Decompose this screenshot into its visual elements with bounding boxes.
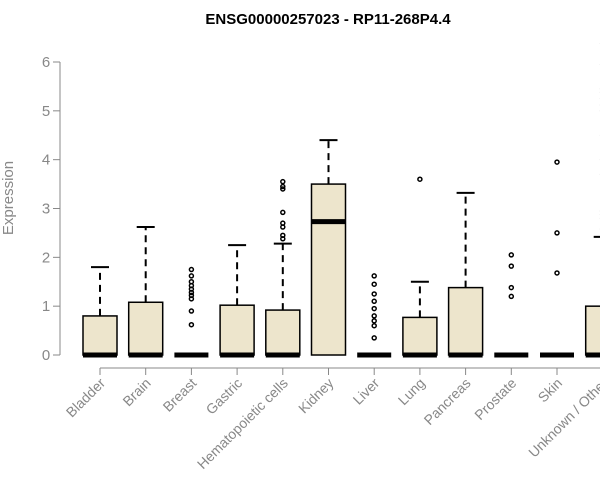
outlier-point [371,291,377,297]
box-skin [540,159,574,358]
outlier-point [554,230,560,236]
outlier-point [371,322,377,329]
outlier-point [188,273,195,279]
outlier-point [417,176,423,182]
y-tick-label: 3 [42,201,50,218]
outlier-point [280,220,286,226]
outlier-point [188,279,195,285]
box-gastric [219,244,255,358]
outlier-point [280,186,286,192]
outlier-point [280,178,286,185]
chart-title: ENSG00000257023 - RP11-268P4.4 [205,11,451,28]
x-tick-label: Liver [350,375,383,408]
outlier-point [280,232,286,239]
box [310,183,347,356]
outlier-point [554,159,560,165]
box [447,286,484,356]
boxes [82,42,600,358]
y-tick-label: 4 [42,152,50,169]
outlier-point [508,293,515,300]
box-unknown-other [584,42,600,358]
y-tick-label: 0 [42,347,50,364]
outlier-point [371,313,377,319]
box-prostate [494,252,529,358]
x-tick-label: Lung [395,375,428,408]
y-tick-label: 5 [42,103,50,120]
outlier-point [508,263,515,269]
y-tick-label: 6 [42,54,50,71]
outlier-point [188,321,195,328]
outlier-point [188,308,195,314]
box-breast [174,266,209,358]
box-bladder [82,266,118,358]
x-tick-label: Bladder [63,375,109,421]
outlier-point [371,273,377,279]
x-tick-label: Brain [119,375,153,409]
box-brain [127,226,164,358]
y-axis: 0 1 2 3 4 5 6 [42,54,61,364]
outlier-point [508,284,515,291]
outlier-point [188,292,195,299]
box [127,301,164,356]
outlier-point [188,266,195,273]
box [584,305,600,356]
box-hematopoietic-cells [265,178,301,358]
x-tick-label: Kidney [295,375,337,417]
y-axis-label: Expression [0,161,17,235]
x-tick-label: Pancreas [421,375,474,428]
box [265,309,301,356]
outlier-point [508,252,515,258]
y-tick-label: 2 [42,249,50,266]
box [82,315,118,356]
box [219,304,255,356]
outlier-point [554,270,560,276]
box-pancreas [447,191,484,358]
box-kidney [310,139,347,356]
outlier-point [371,305,377,312]
outlier-point [371,318,377,324]
x-tick-label: Hematopoietic cells [194,375,291,472]
outlier-point [280,209,286,216]
outlier-point [371,298,377,305]
outlier-point [371,281,377,287]
x-tick-label: Breast [160,375,200,415]
outlier-point [371,335,377,341]
box-lung [402,176,438,358]
x-tick-label: Gastric [203,375,246,418]
outlier-point [280,183,286,190]
x-tick-label: Prostate [471,375,519,423]
x-tick-label: Skin [535,375,566,406]
box-liver [357,273,392,358]
y-tick-label: 1 [42,298,50,315]
box [402,316,438,356]
